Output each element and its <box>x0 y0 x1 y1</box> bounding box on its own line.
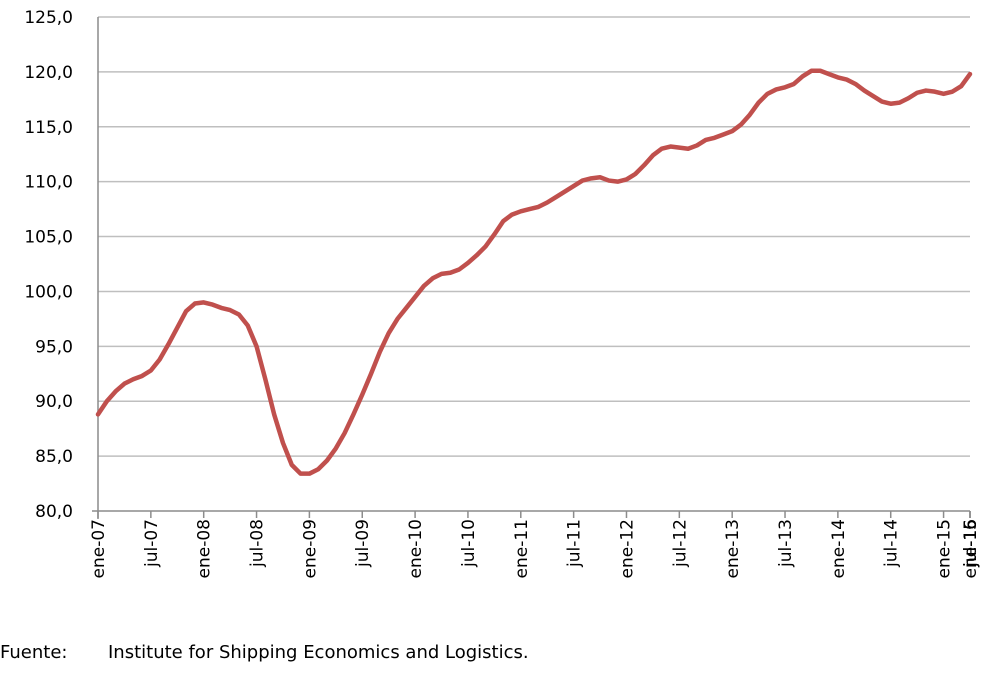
y-tick-label: 95,0 <box>35 337 73 357</box>
x-tick-label: jul-16 <box>961 519 981 568</box>
y-axis-tick-labels: 80,0 85,0 90,0 95,0 100,0 105,0 110,0 115,0 120,… <box>24 8 73 522</box>
x-tick-label: jul-14 <box>882 519 902 568</box>
series-group <box>95 68 973 476</box>
y-tick-label: 100,0 <box>24 282 73 302</box>
y-tick-label: 85,0 <box>35 447 73 467</box>
y-tick-label: 80,0 <box>35 502 73 522</box>
y-tick-label: 90,0 <box>35 392 73 412</box>
x-tick-label: ene-11 <box>512 519 532 578</box>
y-tick-label: 120,0 <box>24 63 73 83</box>
x-tick-label: jul-07 <box>142 519 162 568</box>
x-tick-label: jul-10 <box>459 519 479 568</box>
x-tick-label: ene-13 <box>723 519 743 578</box>
source-note: Fuente: Institute for Shipping Economics … <box>0 642 529 663</box>
x-tick-label: jul-12 <box>670 519 690 568</box>
x-tick-label: ene-08 <box>195 519 215 578</box>
source-text: Institute for Shipping Economics and Log… <box>108 642 529 663</box>
axes <box>92 17 971 519</box>
x-tick-label: ene-14 <box>829 519 849 578</box>
x-tick-label: jul-09 <box>353 519 373 568</box>
x-tick-label: ene-12 <box>617 519 637 578</box>
x-tick-label: ene-10 <box>406 519 426 578</box>
y-tick-label: 115,0 <box>24 118 73 138</box>
x-tick-label: jul-13 <box>776 519 796 568</box>
y-tick-label: 125,0 <box>24 8 73 28</box>
x-tick-label: ene-09 <box>300 519 320 578</box>
x-axis-tick-labels: ene-07 jul-07 ene-08 jul-08 ene-09 jul-09 ene-… <box>89 519 981 578</box>
x-tick-label: ene-15 <box>935 519 955 578</box>
series-line <box>95 68 973 476</box>
y-tick-label: 110,0 <box>24 173 73 193</box>
x-tick-label: ene-07 <box>89 519 109 578</box>
line-chart: 80,0 85,0 90,0 95,0 100,0 105,0 110,0 115,0 120,… <box>24 8 981 578</box>
gridlines <box>98 16 970 457</box>
x-tick-label: jul-08 <box>248 519 268 568</box>
x-tick-label: ene-16 <box>961 519 981 578</box>
source-label: Fuente: <box>0 642 68 663</box>
y-tick-label: 105,0 <box>24 228 73 248</box>
x-tick-label: jul-11 <box>565 519 585 568</box>
x-tick-label: jul-15 <box>961 519 981 568</box>
